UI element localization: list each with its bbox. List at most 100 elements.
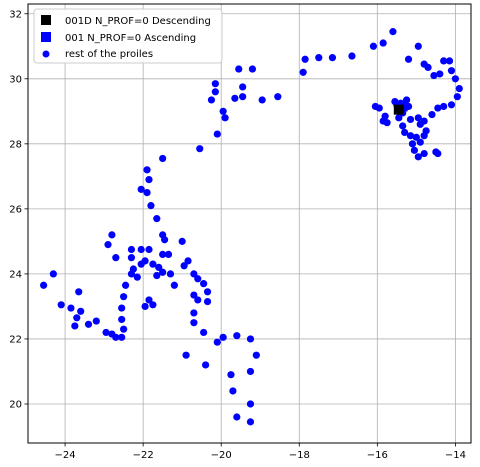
- x-tick-label: −22: [133, 450, 154, 461]
- data-point: [247, 335, 254, 342]
- data-point: [118, 334, 125, 341]
- data-point: [229, 387, 236, 394]
- data-point: [214, 130, 221, 137]
- data-point: [452, 75, 459, 82]
- data-point: [120, 293, 127, 300]
- data-point: [227, 371, 234, 378]
- data-point: [190, 291, 197, 298]
- data-point: [231, 95, 238, 102]
- x-tick-label: −24: [55, 450, 76, 461]
- data-point: [179, 238, 186, 245]
- data-point: [329, 54, 336, 61]
- y-tick-label: 26: [9, 204, 22, 215]
- data-point: [141, 257, 148, 264]
- data-point: [428, 111, 435, 118]
- data-point: [247, 400, 254, 407]
- data-point: [104, 241, 111, 248]
- data-point: [184, 257, 191, 264]
- data-point: [434, 104, 441, 111]
- data-point: [50, 270, 57, 277]
- data-point: [112, 254, 119, 261]
- data-point: [380, 39, 387, 46]
- data-point: [407, 116, 414, 123]
- data-point: [395, 114, 402, 121]
- y-tick-label: 32: [9, 9, 22, 20]
- x-tick-label: −20: [211, 450, 232, 461]
- data-point: [85, 321, 92, 328]
- data-point: [190, 309, 197, 316]
- data-point: [71, 322, 78, 329]
- data-point: [389, 28, 396, 35]
- data-point: [153, 215, 160, 222]
- data-point: [421, 150, 428, 157]
- data-point: [208, 96, 215, 103]
- data-point: [161, 236, 168, 243]
- data-point: [120, 326, 127, 333]
- data-point: [159, 155, 166, 162]
- data-point: [182, 352, 189, 359]
- x-tick-label: −16: [367, 450, 388, 461]
- data-point: [128, 254, 135, 261]
- data-point: [409, 140, 416, 147]
- data-point: [118, 316, 125, 323]
- data-point: [194, 275, 201, 282]
- data-point: [118, 304, 125, 311]
- legend: 001D N_PROF=0 Descending 001 N_PROF=0 As…: [34, 9, 222, 63]
- data-point: [143, 189, 150, 196]
- data-point: [235, 65, 242, 72]
- data-point: [75, 288, 82, 295]
- data-point: [239, 93, 246, 100]
- data-point: [380, 117, 387, 124]
- data-point: [159, 269, 166, 276]
- data-point: [122, 282, 129, 289]
- data-point: [77, 308, 84, 315]
- data-point: [220, 334, 227, 341]
- data-point: [399, 122, 406, 129]
- data-point: [212, 80, 219, 87]
- data-point: [212, 88, 219, 95]
- data-point: [432, 148, 439, 155]
- data-point: [247, 368, 254, 375]
- data-point: [167, 270, 174, 277]
- y-tick-label: 24: [9, 269, 22, 280]
- legend-label-descending: 001D N_PROF=0 Descending: [65, 16, 211, 27]
- y-tick-label: 28: [9, 139, 22, 150]
- data-point: [415, 114, 422, 121]
- legend-marker-rest: [43, 51, 50, 58]
- data-point: [454, 93, 461, 100]
- data-point: [233, 332, 240, 339]
- data-point: [40, 282, 47, 289]
- data-point: [143, 166, 150, 173]
- data-point: [73, 314, 80, 321]
- data-point: [145, 246, 152, 253]
- data-point: [417, 121, 424, 128]
- data-point: [58, 301, 65, 308]
- x-tick-label: −18: [289, 450, 310, 461]
- data-point: [141, 303, 148, 310]
- data-point: [165, 251, 172, 258]
- data-point: [391, 98, 398, 105]
- data-point: [138, 246, 145, 253]
- data-point: [204, 288, 211, 295]
- data-point: [411, 147, 418, 154]
- data-point: [253, 352, 260, 359]
- data-point: [93, 317, 100, 324]
- data-point: [370, 43, 377, 50]
- data-point: [274, 93, 281, 100]
- legend-marker-descending: [41, 15, 51, 25]
- data-point: [147, 202, 154, 209]
- data-point: [214, 339, 221, 346]
- data-point: [233, 413, 240, 420]
- data-point: [171, 282, 178, 289]
- data-point: [220, 108, 227, 115]
- data-point: [200, 280, 207, 287]
- data-point: [249, 65, 256, 72]
- data-point: [204, 298, 211, 305]
- x-tick-label: −14: [445, 450, 466, 461]
- data-point: [315, 54, 322, 61]
- data-point: [300, 69, 307, 76]
- data-point: [239, 83, 246, 90]
- data-point: [446, 57, 453, 64]
- data-point: [421, 132, 428, 139]
